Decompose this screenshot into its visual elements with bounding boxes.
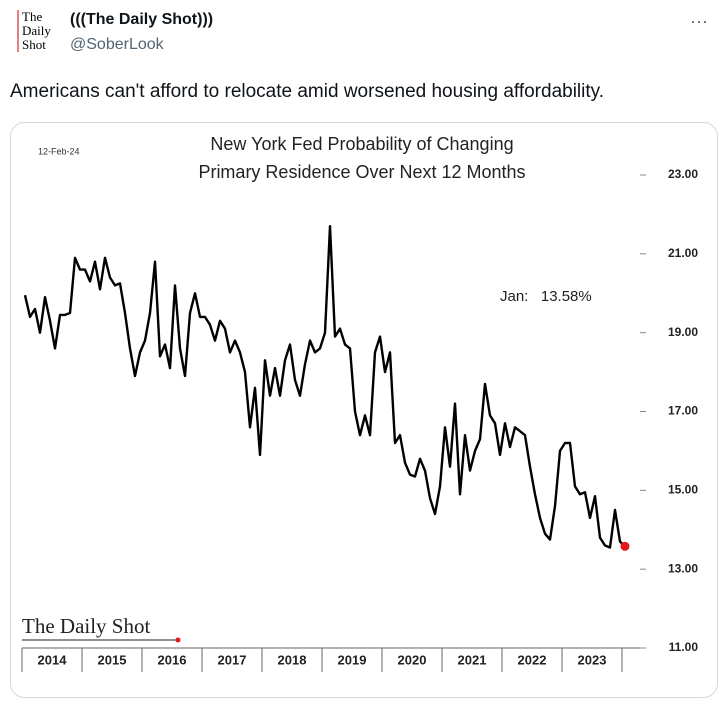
chart-title: Primary Residence Over Next 12 Months xyxy=(198,162,525,182)
x-tick-label: 2021 xyxy=(458,652,487,667)
y-tick-label: 15.00 xyxy=(668,483,698,497)
x-tick-label: 2015 xyxy=(98,652,127,667)
avatar-text: The xyxy=(22,9,42,24)
tweet-text: Americans can't afford to relocate amid … xyxy=(10,81,604,102)
x-tick-label: 2019 xyxy=(338,652,367,667)
x-tick-label: 2020 xyxy=(398,652,427,667)
y-tick-label: 11.00 xyxy=(669,640,699,654)
menu[interactable]: ··· xyxy=(690,11,708,31)
chart-title: New York Fed Probability of Changing xyxy=(210,134,513,154)
chart-date: 12-Feb-24 xyxy=(38,146,80,156)
avatar-text: Daily xyxy=(22,23,51,38)
y-tick-label: 13.00 xyxy=(668,561,698,575)
x-tick-label: 2023 xyxy=(578,652,607,667)
y-tick-label: 23.00 xyxy=(668,167,698,181)
last-point xyxy=(620,541,630,551)
x-tick-label: 2014 xyxy=(38,652,68,667)
annotation: Jan: 13.58% xyxy=(500,288,592,305)
x-tick-label: 2016 xyxy=(158,652,187,667)
y-tick-label: 19.00 xyxy=(668,325,698,339)
x-tick-label: 2017 xyxy=(218,652,247,667)
avatar-text: Shot xyxy=(22,37,46,52)
y-tick-label: 21.00 xyxy=(668,246,698,260)
data-line xyxy=(23,224,626,549)
y-tick-label: 17.00 xyxy=(668,404,698,418)
watermark: The Daily Shot xyxy=(22,614,150,638)
author-name[interactable]: (((The Daily Shot))) xyxy=(70,11,213,28)
author-handle[interactable]: @SoberLook xyxy=(70,36,165,53)
x-tick-label: 2022 xyxy=(518,652,547,667)
media-frame[interactable] xyxy=(10,122,718,698)
x-tick-label: 2018 xyxy=(278,652,307,667)
watermark-dot xyxy=(175,637,181,643)
